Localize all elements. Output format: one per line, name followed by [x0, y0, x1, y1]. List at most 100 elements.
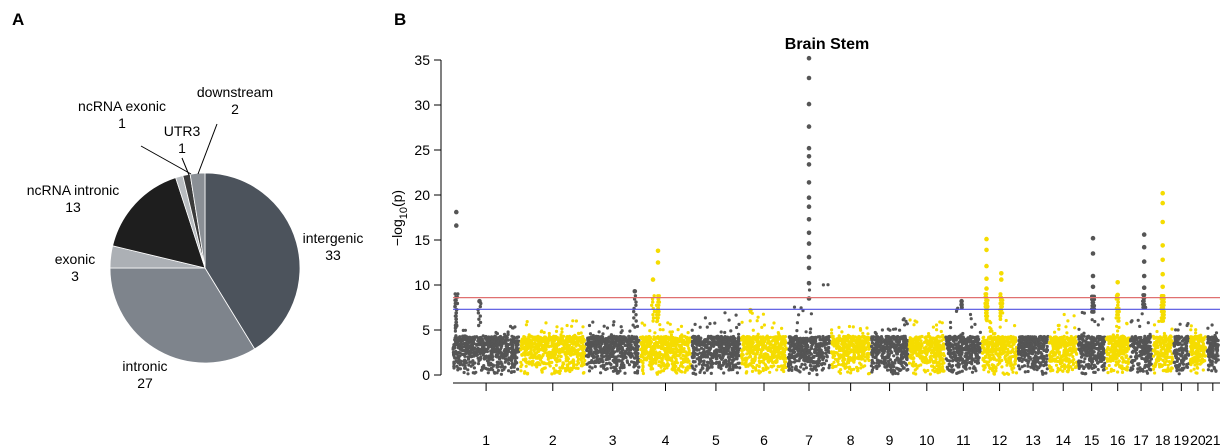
snp-point — [729, 329, 733, 333]
snp-point — [859, 366, 863, 370]
snp-point — [783, 360, 787, 364]
snp-point — [941, 358, 945, 362]
snp-point — [558, 369, 563, 373]
snp-point — [948, 359, 952, 363]
snp-point — [506, 343, 510, 347]
snp-point — [750, 364, 755, 368]
panel-a-label: A — [12, 10, 25, 29]
snp-point — [535, 338, 539, 342]
snp-point — [929, 351, 934, 355]
snp-point — [815, 359, 820, 363]
snp-point — [740, 361, 744, 365]
snp-point — [950, 344, 955, 349]
snp-point — [809, 312, 814, 316]
snp-point — [489, 357, 493, 361]
snp-point — [581, 325, 585, 329]
snp-point — [866, 336, 870, 340]
snp-point — [635, 324, 640, 328]
snp-point — [463, 354, 467, 358]
snp-point — [947, 340, 951, 344]
snp-point — [555, 346, 559, 350]
snp-point — [608, 362, 612, 366]
snp-point — [625, 347, 629, 351]
snp-point — [934, 357, 938, 361]
snp-point — [822, 340, 827, 344]
snp-point — [765, 334, 769, 338]
snp-point — [469, 346, 473, 350]
snp-point — [864, 341, 868, 345]
snp-point — [972, 336, 977, 340]
snp-point — [581, 334, 585, 339]
snp-point — [903, 351, 907, 356]
snp-point — [924, 357, 928, 361]
snp-point — [791, 343, 795, 347]
snp-point — [724, 365, 729, 369]
snp-point — [629, 355, 633, 359]
snp-point — [809, 346, 814, 351]
snp-point — [762, 323, 767, 327]
snp-point — [898, 359, 902, 363]
snp-point — [746, 348, 750, 352]
snp-point — [899, 353, 903, 357]
snp-point — [502, 332, 507, 336]
snp-point — [542, 330, 546, 335]
snp-point — [682, 350, 686, 354]
snp-point — [609, 366, 613, 370]
snp-point — [764, 364, 768, 368]
snp-point — [773, 350, 777, 355]
snp-point — [755, 351, 759, 355]
snp-point — [461, 334, 465, 338]
snp-point — [880, 337, 884, 341]
snp-point — [740, 352, 744, 356]
snp-point — [907, 345, 911, 349]
pie-value: 1 — [178, 140, 186, 156]
snp-point — [974, 353, 978, 358]
snp-point — [568, 361, 572, 365]
snp-point — [519, 369, 523, 373]
snp-point — [776, 338, 780, 342]
snp-point — [893, 361, 897, 365]
snp-point — [913, 368, 917, 372]
snp-point — [722, 342, 726, 346]
snp-point — [559, 354, 563, 359]
snp-point — [969, 317, 973, 321]
snp-point — [957, 362, 962, 367]
snp-point — [498, 336, 502, 340]
snp-point — [499, 342, 503, 346]
snp-point — [804, 330, 808, 334]
snp-point — [599, 371, 603, 375]
snp-point — [803, 348, 807, 352]
snp-point — [768, 370, 772, 374]
snp-point — [663, 348, 667, 352]
snp-point — [751, 341, 755, 345]
snp-point — [727, 318, 731, 322]
snp-point — [705, 325, 709, 329]
snp-point — [478, 357, 482, 361]
snp-point — [500, 339, 504, 343]
snp-point — [745, 370, 749, 374]
snp-point — [571, 348, 576, 352]
snp-point — [950, 365, 954, 369]
snp-point — [794, 365, 798, 369]
snp-point — [890, 360, 894, 364]
snp-point — [593, 365, 597, 369]
pie-value: 1 — [118, 115, 126, 131]
snp-point — [458, 367, 462, 371]
snp-point — [760, 325, 764, 329]
snp-point — [475, 349, 479, 353]
snp-point — [510, 361, 514, 366]
snp-point — [848, 367, 852, 371]
snp-point — [705, 343, 709, 347]
snp-point — [500, 368, 504, 372]
snp-point — [675, 371, 679, 375]
snp-point — [842, 357, 846, 361]
snp-point — [706, 334, 711, 338]
snp-point — [908, 318, 912, 322]
snp-point — [830, 331, 834, 335]
snp-point — [758, 341, 762, 345]
snp-point — [942, 342, 946, 346]
snp-point — [723, 311, 727, 315]
snp-point — [961, 359, 966, 363]
snp-point — [650, 347, 654, 351]
snp-point — [537, 342, 541, 346]
